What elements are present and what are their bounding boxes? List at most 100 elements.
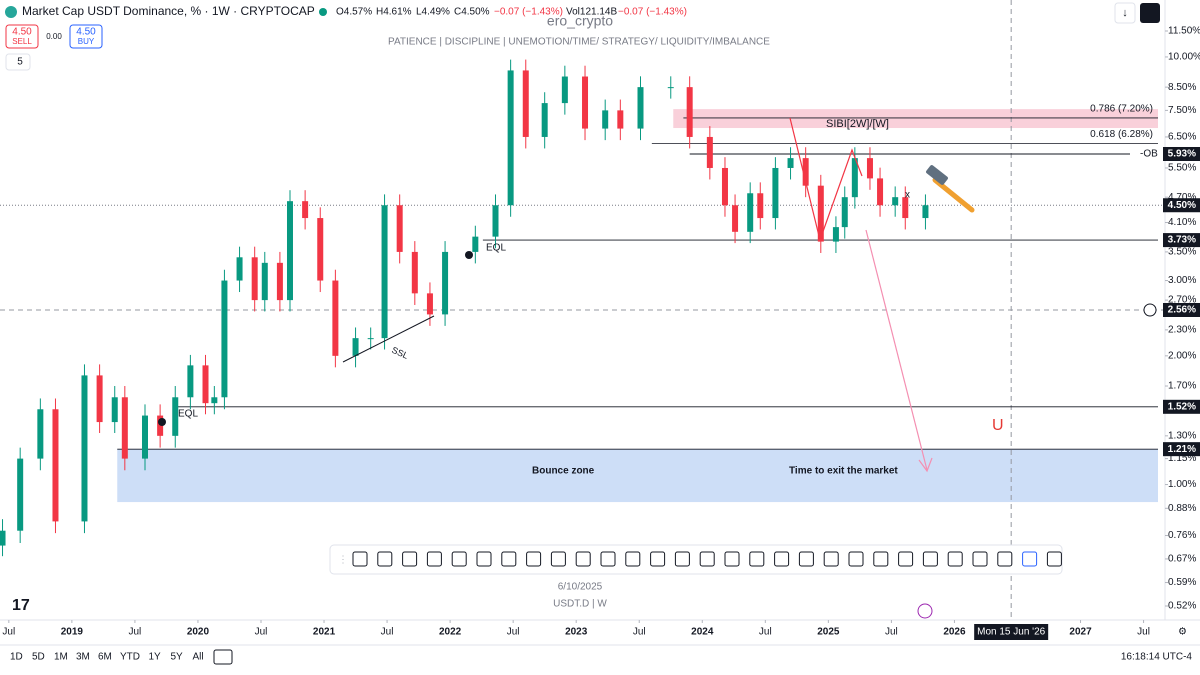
y-tick-label: 7.50% — [1168, 105, 1196, 116]
drawing-tool[interactable] — [352, 551, 368, 567]
hammer-icon — [926, 165, 975, 213]
range-button[interactable]: 5Y — [171, 652, 184, 663]
drawing-tool[interactable] — [798, 551, 814, 567]
range-button[interactable]: 6M — [98, 652, 112, 663]
x-tick-label: Jul — [129, 627, 142, 638]
level-label-bg — [1163, 146, 1200, 161]
drawing-tool[interactable] — [575, 551, 591, 567]
symbol-title[interactable]: Market Cap USDT Dominance, % · 1W · CRYP… — [22, 4, 315, 18]
x-tick-label: 2022 — [439, 627, 462, 638]
drawing-tool[interactable] — [1046, 551, 1062, 567]
candle-body — [251, 257, 258, 301]
x-tick-label: 2025 — [817, 627, 840, 638]
drawing-tool[interactable] — [1022, 551, 1038, 567]
candle-body — [732, 205, 739, 232]
y-tick-label: 0.67% — [1168, 554, 1196, 565]
candle-body — [602, 110, 609, 129]
drawing-tool[interactable] — [823, 551, 839, 567]
candle-body — [802, 158, 809, 186]
x-tick-label: Jul — [255, 627, 268, 638]
drawing-tool[interactable] — [550, 551, 566, 567]
candle-body — [442, 251, 449, 315]
drawing-tool[interactable] — [526, 551, 542, 567]
scroll-button[interactable] — [1114, 2, 1136, 24]
y-tick-label: 2.30% — [1168, 325, 1196, 336]
drawing-tool[interactable] — [922, 551, 938, 567]
drawing-tool[interactable] — [501, 551, 517, 567]
eql-dot — [465, 251, 473, 259]
range-button[interactable]: 1Y — [149, 652, 162, 663]
range-button[interactable]: 3M — [76, 652, 90, 663]
x-tick-label: Jul — [1137, 627, 1150, 638]
indicators-count[interactable]: 5 — [17, 57, 23, 68]
range-button[interactable]: 5D — [32, 652, 45, 663]
sell-button[interactable] — [5, 24, 39, 49]
clock: 16:18:14 UTC-4 — [1121, 652, 1193, 663]
drawing-tool[interactable] — [724, 551, 740, 567]
drawing-tool[interactable] — [997, 551, 1013, 567]
y-tick-label: 4.10% — [1168, 217, 1196, 228]
buy-button[interactable] — [69, 24, 103, 49]
range-button[interactable]: 1M — [54, 652, 68, 663]
drawing-tool[interactable] — [476, 551, 492, 567]
screenshot-button[interactable] — [1140, 3, 1160, 23]
candle-body — [317, 218, 324, 281]
watermark-ticker: USDT.D | W — [553, 599, 607, 610]
drawing-tool[interactable] — [947, 551, 963, 567]
symbol-icon[interactable] — [5, 6, 17, 18]
drawing-tool[interactable] — [749, 551, 765, 567]
sell-price[interactable]: 4.50 — [12, 27, 32, 38]
drawing-tool[interactable] — [873, 551, 889, 567]
ssl-line — [342, 315, 435, 363]
y-tick-label: 0.59% — [1168, 577, 1196, 588]
drawing-tool[interactable] — [674, 551, 690, 567]
drawing-tool[interactable] — [600, 551, 616, 567]
drawing-tool[interactable] — [898, 551, 914, 567]
level-label: 5.93% — [1168, 149, 1196, 160]
watermark-author: ero_crypto — [547, 13, 613, 29]
level-label-bg — [1163, 233, 1200, 248]
buy-label[interactable]: BUY — [78, 37, 95, 46]
zone — [117, 449, 1159, 503]
y-tick-label: 3.00% — [1168, 275, 1196, 286]
drawing-toolbar — [329, 544, 1063, 575]
drawing-tool[interactable] — [625, 551, 641, 567]
drawing-tool[interactable] — [426, 551, 442, 567]
y-tick-label: 3.50% — [1168, 247, 1196, 258]
scroll-icon[interactable]: ↓ — [1122, 7, 1128, 19]
drawing-tool[interactable] — [972, 551, 988, 567]
x-tick-label: 2021 — [313, 627, 336, 638]
drawing-tool[interactable] — [848, 551, 864, 567]
drawing-tool[interactable] — [402, 551, 418, 567]
candle-body — [866, 158, 873, 179]
sell-label[interactable]: SELL — [12, 37, 32, 46]
candle-body — [721, 167, 728, 206]
candle-body — [426, 293, 433, 315]
watermark-date: 6/10/2025 — [558, 582, 603, 593]
candle-body — [817, 185, 824, 242]
range-button[interactable]: YTD — [120, 652, 140, 663]
range-button[interactable]: All — [193, 652, 204, 663]
projection-arrow — [865, 229, 928, 471]
indicators-toggle[interactable] — [5, 53, 31, 71]
ohlc-low: L4.49% — [416, 7, 450, 18]
drawing-tool[interactable] — [774, 551, 790, 567]
drawing-tool[interactable] — [650, 551, 666, 567]
tv-logo[interactable]: 17 — [12, 597, 30, 614]
drawing-tool[interactable] — [699, 551, 715, 567]
y-tick-label: 11.50% — [1168, 26, 1200, 37]
buy-price[interactable]: 4.50 — [76, 27, 96, 38]
date-range-button[interactable] — [213, 649, 233, 665]
candle-body — [877, 178, 884, 206]
range-button[interactable]: 1D — [10, 652, 23, 663]
drawing-tool[interactable] — [377, 551, 393, 567]
x-tick-label: 2020 — [187, 627, 210, 638]
candle-body — [472, 236, 479, 252]
candle-body — [121, 397, 128, 459]
last-price-label: 4.50% — [1168, 200, 1196, 211]
last-price-bg — [1163, 198, 1200, 213]
flash-icon[interactable] — [917, 603, 933, 619]
axis-settings[interactable]: ⚙ — [1178, 627, 1187, 638]
drawing-tool[interactable] — [451, 551, 467, 567]
